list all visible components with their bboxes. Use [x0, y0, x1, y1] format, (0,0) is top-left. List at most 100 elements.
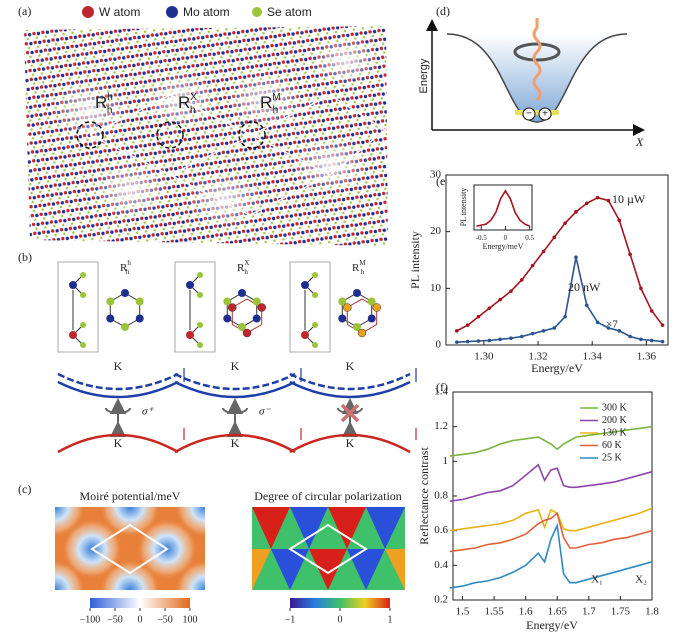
data-point [552, 326, 557, 330]
atom [228, 303, 237, 312]
atom [238, 323, 246, 331]
atom [135, 297, 144, 306]
x-tick-label: 1.36 [637, 350, 657, 362]
data-point [660, 323, 665, 327]
data-point [606, 326, 611, 330]
atom [242, 328, 252, 338]
stacking-sub: h [361, 268, 365, 276]
atom [353, 289, 361, 297]
polarization-map [252, 507, 405, 590]
data-point [541, 249, 546, 254]
bond [72, 274, 84, 346]
stacking-sup: M [359, 259, 366, 267]
stacking-label: Rh h [120, 259, 131, 276]
legend-label: 300 K [602, 402, 628, 413]
y-axis-label: PL intensity [459, 188, 468, 227]
atom [80, 272, 86, 278]
atom [372, 303, 381, 312]
data-point [509, 336, 513, 341]
map-title: Degree of circular polarization [254, 489, 402, 503]
legend-label: Se atom [267, 5, 312, 19]
colorbar-tick-label: −1 [285, 614, 296, 625]
atom [80, 342, 86, 348]
atom [121, 289, 129, 297]
series-line [449, 511, 653, 553]
x-tick-label: 1.30 [474, 350, 494, 362]
data-point [520, 278, 524, 282]
data-point [617, 218, 622, 223]
panel-a: (a) W atom Mo atom Se atom Rh h RX h RM h [18, 4, 388, 246]
rotation-arrow [513, 42, 561, 62]
atom [353, 323, 361, 331]
conduction-band [174, 380, 296, 399]
data-point [476, 339, 481, 343]
panel-label: (a) [18, 4, 31, 18]
data-point [520, 334, 524, 339]
data-point [574, 210, 578, 214]
data-point [606, 198, 611, 203]
atom [312, 292, 318, 298]
data-point [563, 314, 567, 319]
colorbar-tick-label: −50 [157, 614, 173, 625]
x-tick-label: 1.55 [484, 605, 504, 617]
atom [106, 297, 115, 306]
series-line [456, 196, 664, 332]
atom [106, 314, 115, 323]
data-point [628, 252, 632, 257]
panel-label: (d) [436, 4, 450, 18]
series-line [449, 522, 653, 589]
atom [223, 314, 232, 323]
data-point [617, 329, 622, 333]
colorbar-tick-label: 100 [183, 614, 198, 625]
y-tick-label: 0.4 [434, 559, 448, 571]
stacking-base: R [237, 262, 245, 274]
side-view-box [174, 261, 216, 353]
stacking-label: Rh h [95, 92, 113, 116]
x-axis-label: Energy/eV [531, 361, 583, 375]
data-point [584, 201, 589, 206]
valence-band [289, 433, 411, 454]
polarization-label: σ⁺ [142, 406, 154, 418]
legend-label: Mo atom [183, 5, 230, 19]
panel-b: (b) Rh hKσ⁺KRX hKσ⁻KRM hKK [18, 250, 417, 454]
atom [69, 331, 77, 339]
y-axis-label: PL intensity [408, 231, 422, 289]
atom [367, 297, 376, 306]
data-point [595, 320, 600, 325]
panel-label: (f) [436, 380, 448, 394]
data-point [455, 340, 459, 344]
x-tick-label: 1.34 [583, 350, 603, 362]
conduction-band [57, 380, 179, 399]
data-point [563, 221, 567, 225]
data-point [487, 338, 492, 343]
stacking-sub: h [244, 268, 248, 276]
y-tick-label: 1.2 [434, 420, 448, 432]
annotation: ×7 [606, 319, 618, 331]
data-point [639, 337, 643, 342]
atom [301, 281, 309, 289]
legend-label: 60 K [602, 440, 623, 451]
conduction-band [174, 372, 296, 391]
x-tick-label: 0 [504, 234, 508, 242]
data-point [552, 235, 557, 240]
y-axis-label: Reflectance contrast [417, 447, 431, 545]
atom [80, 292, 86, 298]
valley-label: K [346, 436, 355, 450]
atom [197, 342, 203, 348]
panel-c: (c) Moiré potential/meV Degree of circul… [18, 482, 405, 608]
x-axis-label: Energy/eV [526, 618, 578, 632]
electron: − [526, 108, 532, 120]
series-line [449, 425, 653, 457]
valley-label: K [346, 359, 355, 373]
axis-label: Energy [418, 58, 430, 93]
y-tick-label: 0 [436, 339, 442, 351]
data-point [628, 334, 632, 339]
colorbar [90, 598, 190, 608]
legend-swatch [166, 6, 178, 18]
atom [197, 272, 203, 278]
annotation: X₁ [591, 574, 603, 586]
colorbar-tick-label: 1 [388, 614, 393, 625]
data-point [530, 331, 535, 336]
y-tick-label: 30 [430, 169, 442, 181]
x-tick-label: 1.32 [528, 350, 547, 362]
